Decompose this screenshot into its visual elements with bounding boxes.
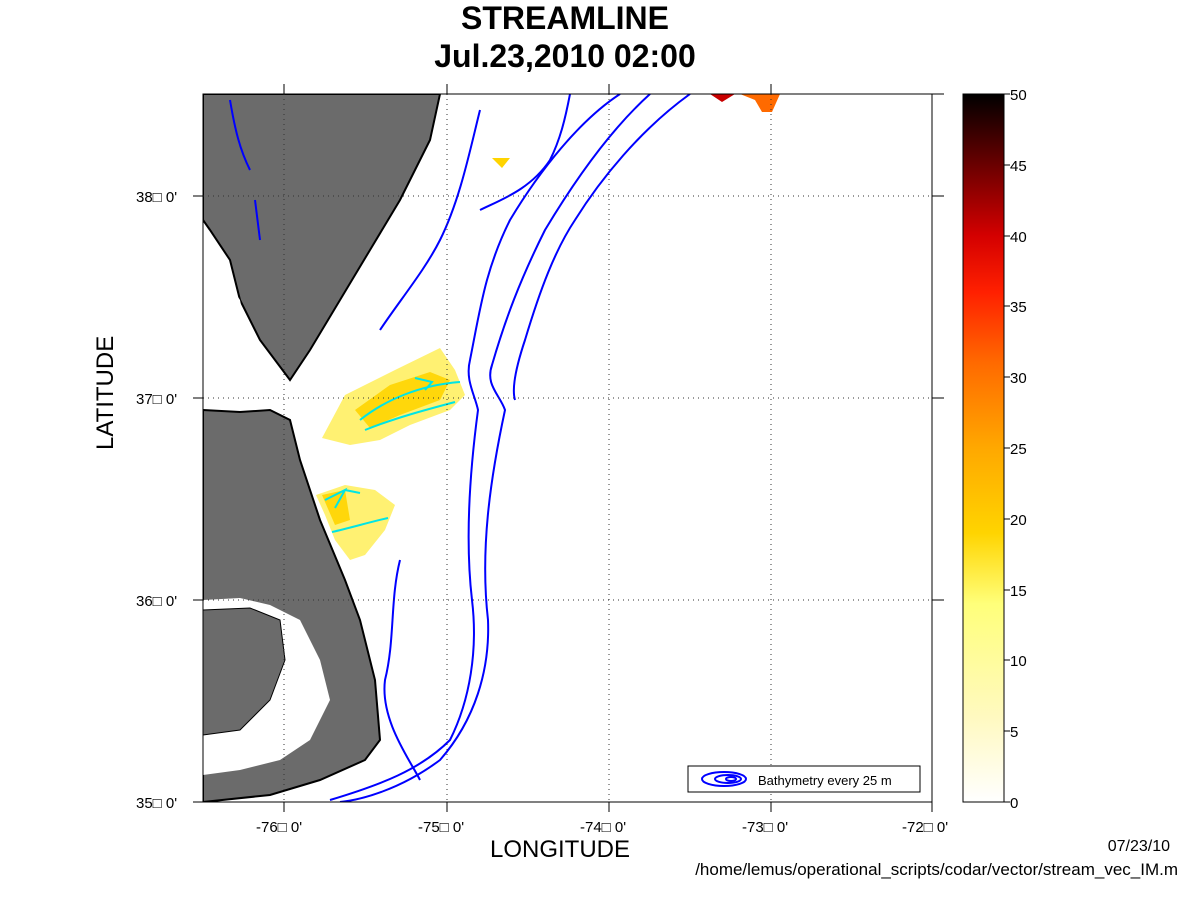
x-tick-label: -73□ 0' — [742, 819, 788, 836]
bathymetry-legend-icon — [701, 771, 747, 787]
colorbar-tick-label: 15 — [1010, 583, 1027, 600]
colorbar-tick-label: 45 — [1010, 158, 1027, 175]
colorbar-tick-label: 0 — [1010, 795, 1018, 812]
colorbar-tick-label: 30 — [1010, 370, 1027, 387]
bay-water — [203, 250, 250, 398]
colorbar: 0 5 10 15 20 25 30 35 40 45 50 — [962, 87, 1027, 812]
colorbar-tick-label: 20 — [1010, 512, 1027, 529]
colorbar-tick-label: 25 — [1010, 441, 1027, 458]
x-tick-label: -74□ 0' — [580, 819, 626, 836]
colorbar-tick-label: 40 — [1010, 229, 1027, 246]
script-path: /home/lemus/operational_scripts/codar/ve… — [695, 860, 1178, 879]
y-tick-labels: 35□ 0' 36□ 0' 37□ 0' 38□ 0' — [136, 189, 177, 812]
x-tick-labels: -76□ 0' -75□ 0' -74□ 0' -73□ 0' -72□ 0' — [256, 819, 948, 836]
speed-patch-north-core — [355, 372, 450, 428]
bathymetry-legend: Bathymetry every 25 m — [687, 765, 921, 793]
x-tick-label: -76□ 0' — [256, 819, 302, 836]
map-area: Bathymetry every 25 m — [203, 94, 932, 802]
map-frame — [202, 93, 933, 803]
land-peninsula — [203, 607, 286, 736]
chart-subtitle: Jul.23,2010 02:00 — [434, 38, 696, 74]
y-tick-label: 36□ 0' — [136, 593, 177, 610]
speed-patch-red — [710, 94, 735, 102]
y-tick-label: 37□ 0' — [136, 391, 177, 408]
streamlines — [324, 377, 461, 533]
chart-title: STREAMLINE — [461, 0, 669, 36]
colorbar-tick-label: 35 — [1010, 299, 1027, 316]
bathymetry-contours — [229, 94, 691, 802]
y-tick-label: 35□ 0' — [136, 795, 177, 812]
date-stamp: 07/23/10 — [1107, 838, 1170, 855]
grid — [203, 94, 932, 802]
y-tick-label: 38□ 0' — [136, 189, 177, 206]
speed-patch-orange — [740, 94, 780, 112]
colorbar-tick-label: 5 — [1010, 724, 1018, 741]
bathymetry-legend-text: Bathymetry every 25 m — [758, 773, 892, 788]
colorbar-tick-label: 50 — [1010, 87, 1027, 104]
x-tick-label: -72□ 0' — [902, 819, 948, 836]
colorbar-tick-label: 10 — [1010, 653, 1027, 670]
tick-marks — [193, 84, 944, 812]
x-axis-label: LONGITUDE — [490, 836, 631, 863]
speed-patch-small — [492, 158, 510, 168]
x-tick-label: -75□ 0' — [418, 819, 464, 836]
land-delmarva — [203, 94, 442, 382]
